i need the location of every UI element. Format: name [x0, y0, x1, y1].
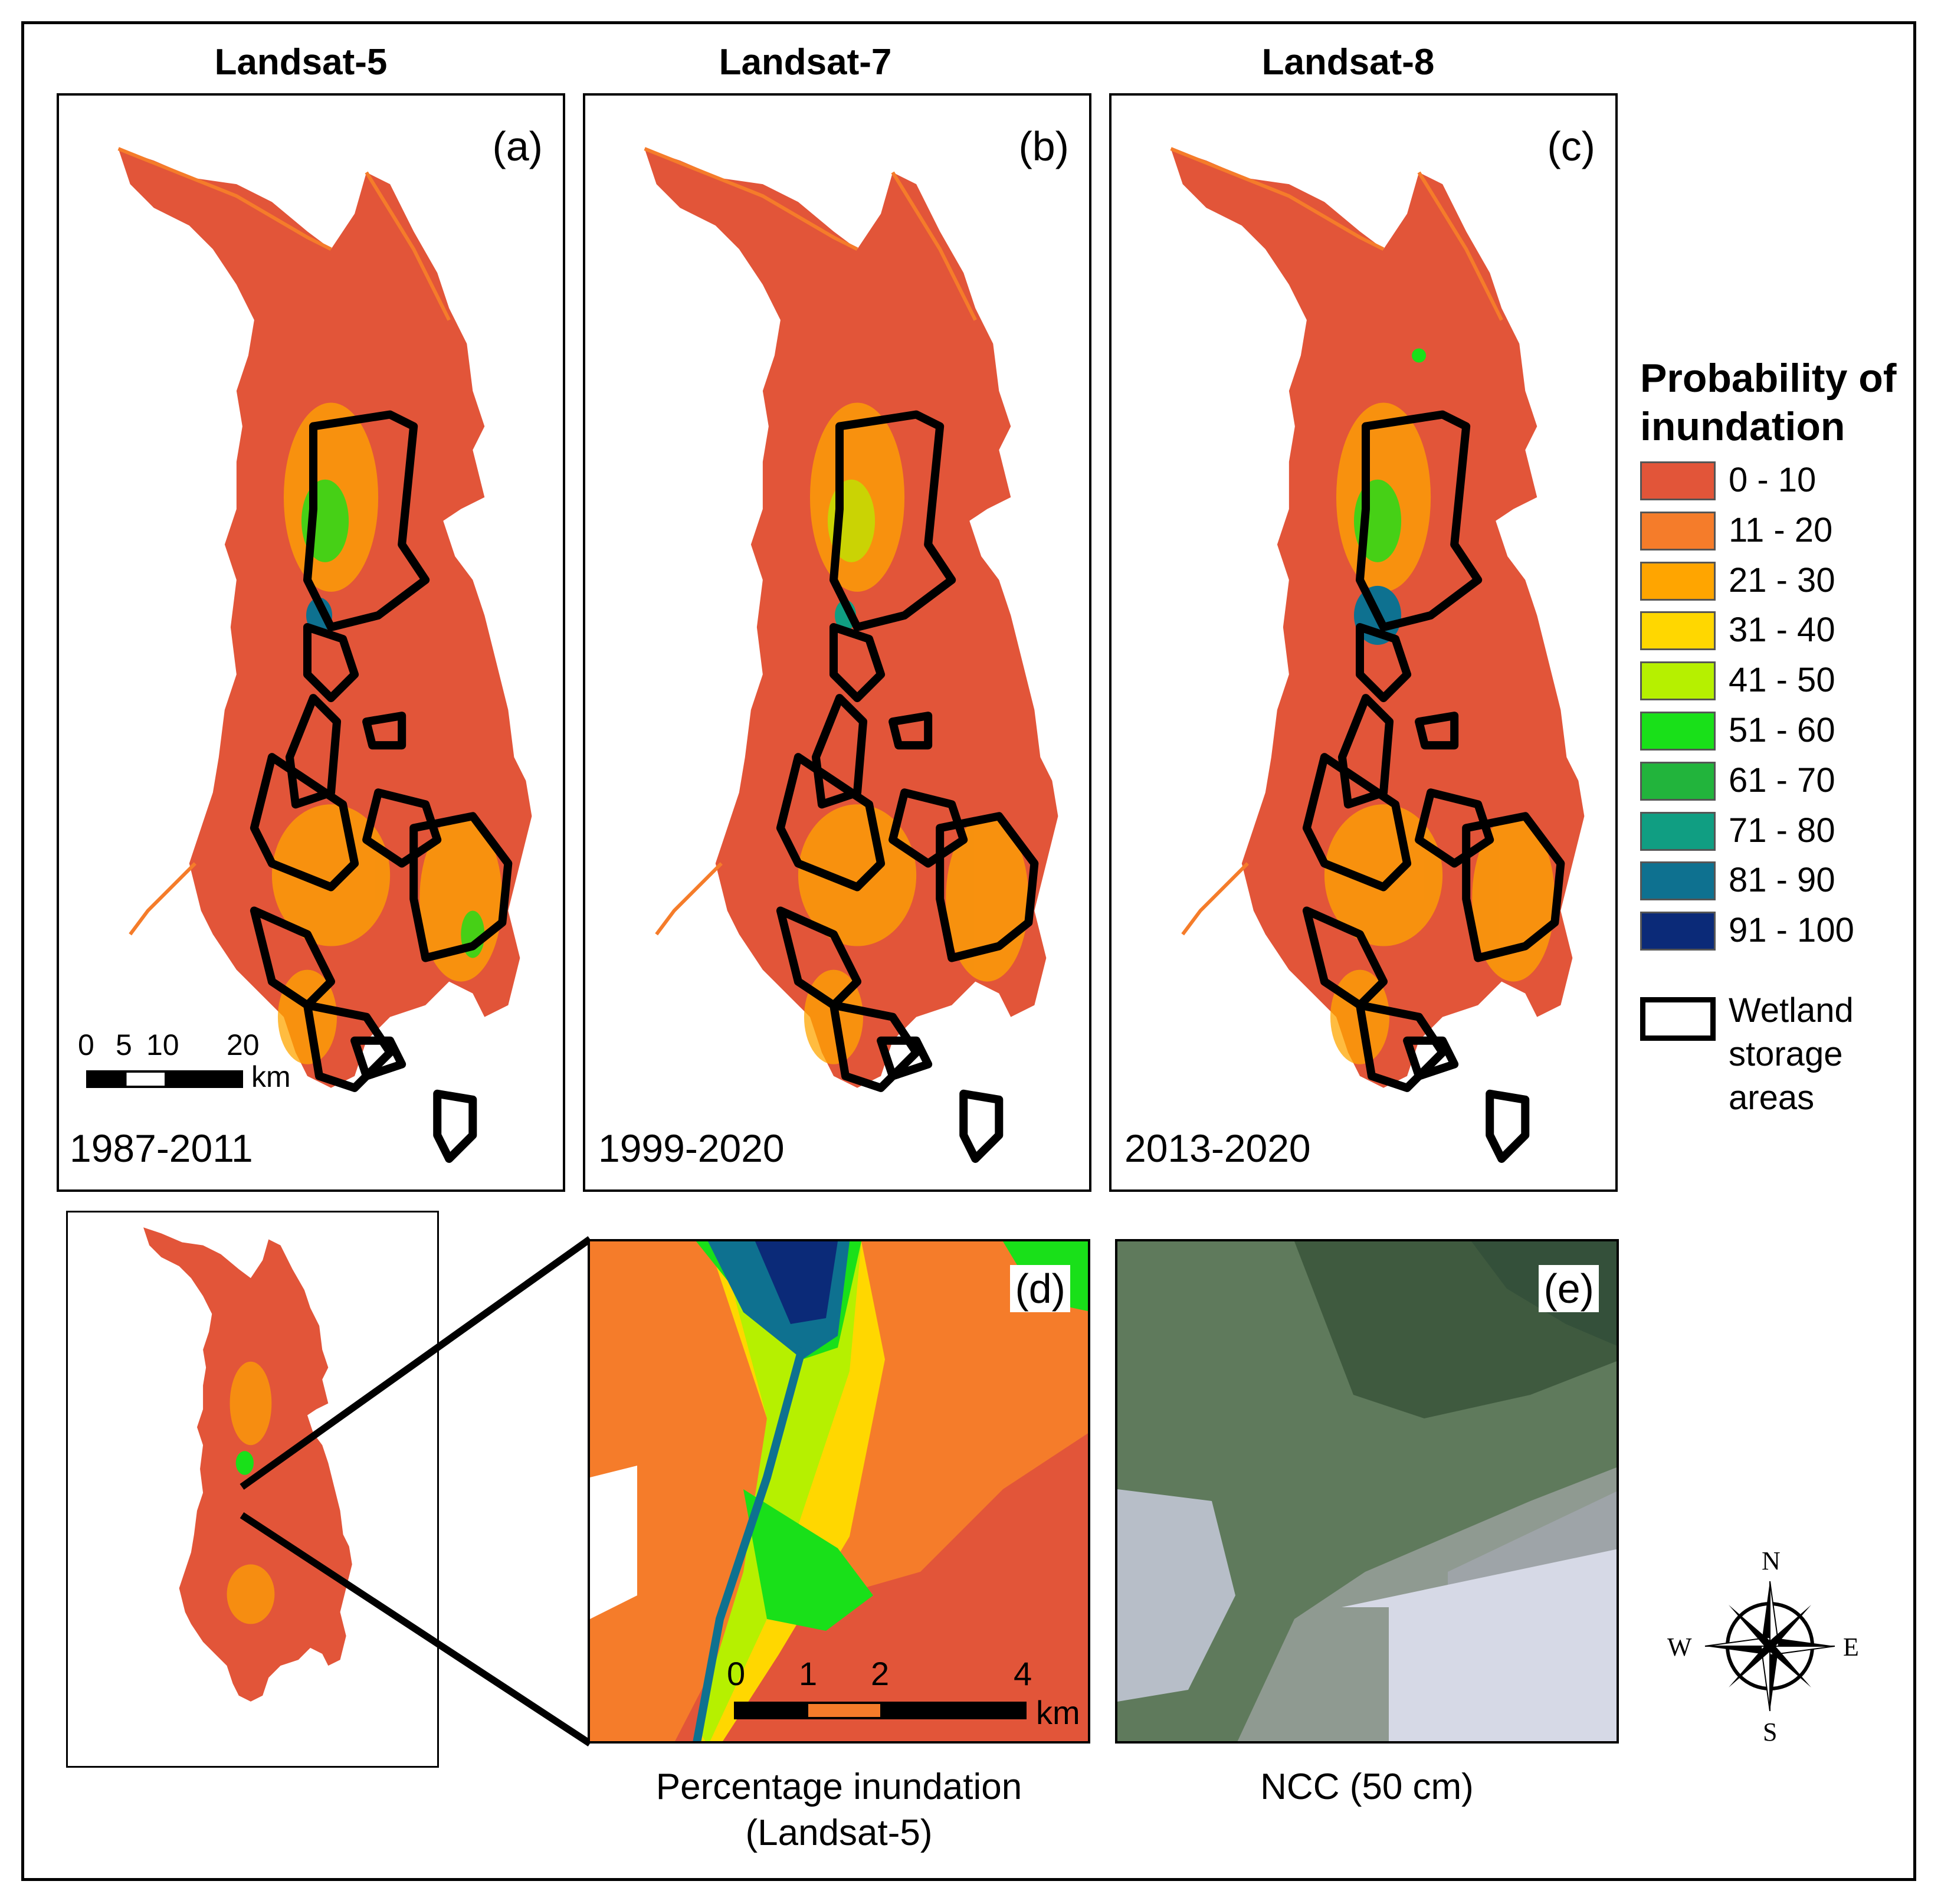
detail-scale-bar: [734, 1702, 1027, 1719]
detail-scale-tick-1: 1: [799, 1655, 818, 1692]
compass-rose-icon: [1704, 1581, 1835, 1712]
scale-bar: [86, 1070, 243, 1088]
map-panel-b: (b) 1999-2020: [583, 93, 1091, 1192]
figure-frame: [21, 21, 1916, 1881]
legend-label: 91 - 100: [1729, 911, 1854, 950]
legend-swatch: [1640, 561, 1716, 601]
caption-e: NCC (50 cm): [1260, 1767, 1474, 1807]
legend-label: 21 - 30: [1729, 561, 1835, 599]
period-label-a: 1987-2011: [70, 1126, 253, 1170]
column-title-landsat7: Landsat-7: [719, 42, 892, 83]
panel-letter-c: (c): [1547, 123, 1595, 169]
wetland-legend-label: Wetland storage areas: [1729, 991, 1854, 1117]
period-label-c: 2013-2020: [1124, 1126, 1311, 1170]
scale-tick-5: 5: [116, 1028, 132, 1061]
column-title-landsat8: Landsat-8: [1261, 42, 1435, 83]
inundation-map-a: [117, 147, 565, 1163]
period-label-b: 1999-2020: [598, 1126, 785, 1170]
legend-swatch: [1640, 811, 1716, 851]
legend-label: 51 - 60: [1729, 711, 1835, 749]
inundation-map-c: [1170, 147, 1618, 1163]
compass-n: N: [1762, 1546, 1781, 1575]
legend-swatch: [1640, 511, 1716, 550]
legend-title: Probability of inundation: [1640, 356, 1897, 449]
panel-letter-d: (d): [1010, 1265, 1070, 1312]
legend-swatch: [1640, 712, 1716, 751]
compass-w: W: [1667, 1633, 1692, 1662]
legend-label: 71 - 80: [1729, 811, 1835, 850]
caption-d: Percentage inundation (Landsat-5): [655, 1767, 1022, 1853]
legend-swatch: [1640, 761, 1716, 801]
detail-scale-tick-4: 4: [1014, 1655, 1032, 1692]
map-panel-e: (e): [1115, 1239, 1619, 1744]
wetland-legend-swatch: [1640, 997, 1716, 1041]
legend-label: 0 - 10: [1729, 461, 1817, 499]
legend-label: 61 - 70: [1729, 761, 1835, 799]
panel-letter-b: (b): [1018, 123, 1069, 169]
legend-swatch: [1640, 912, 1716, 951]
map-panel-c: (c) 2013-2020: [1109, 93, 1618, 1192]
north-arrow: N S E W: [1667, 1546, 1859, 1746]
panel-letter-e: (e): [1539, 1265, 1599, 1312]
panel-letter-a: (a): [492, 123, 543, 169]
compass-s: S: [1763, 1718, 1778, 1746]
legend-swatch: [1640, 861, 1716, 901]
scale-unit: km: [251, 1060, 291, 1093]
legend-label: 31 - 40: [1729, 611, 1835, 650]
map-panel-a: (a) 0 5 10 20 km 1987-2011: [57, 93, 565, 1192]
overview-inset: [66, 1211, 439, 1768]
detail-scale-tick-2: 2: [871, 1655, 890, 1692]
aerial-image: [1117, 1241, 1617, 1741]
legend-swatch: [1640, 611, 1716, 651]
map-panel-d: (d) 0 1 2 4 km: [588, 1239, 1090, 1744]
scale-tick-10: 10: [146, 1028, 179, 1061]
detail-scale-unit: km: [1036, 1694, 1080, 1731]
inundation-map-b: [644, 147, 1091, 1163]
legend-swatch: [1640, 461, 1716, 500]
compass-e: E: [1843, 1633, 1859, 1662]
column-title-landsat5: Landsat-5: [214, 42, 388, 83]
inundation-detail-map: [590, 1241, 1088, 1741]
scale-tick-20: 20: [227, 1028, 260, 1061]
legend-label: 41 - 50: [1729, 661, 1835, 700]
scale-tick-0: 0: [78, 1028, 94, 1061]
legend-label: 81 - 90: [1729, 861, 1835, 900]
legend-swatch: [1640, 661, 1716, 701]
overview-map: [68, 1212, 439, 1767]
detail-scale-tick-0: 0: [727, 1655, 746, 1692]
legend-label: 11 - 20: [1729, 510, 1833, 549]
